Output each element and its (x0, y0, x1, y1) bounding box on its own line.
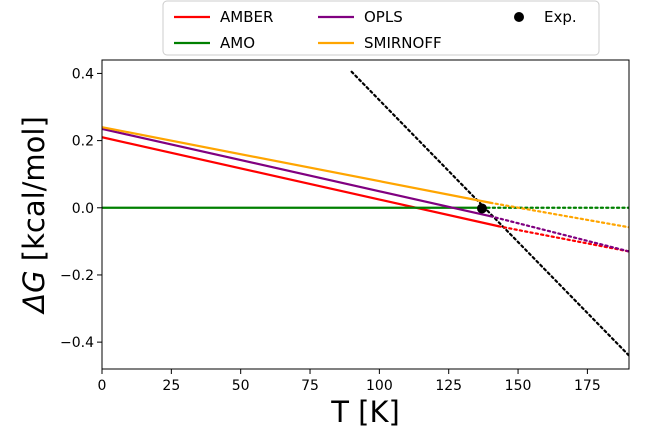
y-tick-label: −0.2 (60, 268, 94, 284)
legend-amber-label: AMBER (220, 8, 273, 26)
series-smirnoff-dotted (489, 201, 629, 229)
y-tick-label: −0.4 (60, 335, 94, 351)
legend-amo-label: AMO (220, 34, 255, 52)
x-tick-label: 175 (574, 378, 601, 394)
x-tick-label: 25 (162, 378, 180, 394)
x-axis-label: T [K] (330, 395, 400, 429)
x-tick-label: 125 (435, 378, 462, 394)
series-opls-line (102, 127, 491, 218)
x-tick-label: 100 (366, 378, 393, 394)
series-amber-line (102, 136, 499, 228)
data-series-group (102, 70, 629, 357)
legend-box (162, 0, 600, 56)
exp-point (476, 203, 487, 214)
y-tick-label: 0.2 (72, 134, 94, 150)
y-tick-label: 0.4 (72, 66, 94, 82)
x-tick-label: 0 (98, 378, 107, 394)
legend-smirnoff-label: SMIRNOFF (364, 34, 442, 52)
y-tick-label: 0.0 (72, 201, 94, 217)
y-axis-label-space (17, 261, 51, 270)
series-amber-dotted (497, 225, 629, 253)
x-tick-label: 75 (301, 378, 319, 394)
x-tick-label: 150 (505, 378, 532, 394)
y-axis-label-unit: [kcal/mol] (17, 116, 51, 261)
y-axis-label-symbol: ΔG (17, 270, 51, 314)
legend-opls-label: OPLS (364, 8, 403, 26)
legend-exp-marker (514, 12, 524, 22)
x-tick-label: 50 (232, 378, 250, 394)
series-opls-dotted (489, 215, 629, 253)
legend-exp-label: Exp. (544, 8, 577, 26)
series-smirnoff-line (102, 126, 491, 204)
plot-frame (101, 59, 630, 370)
reference-dotted-line (350, 70, 629, 357)
y-axis-label: ΔG [kcal/mol] (17, 116, 51, 315)
